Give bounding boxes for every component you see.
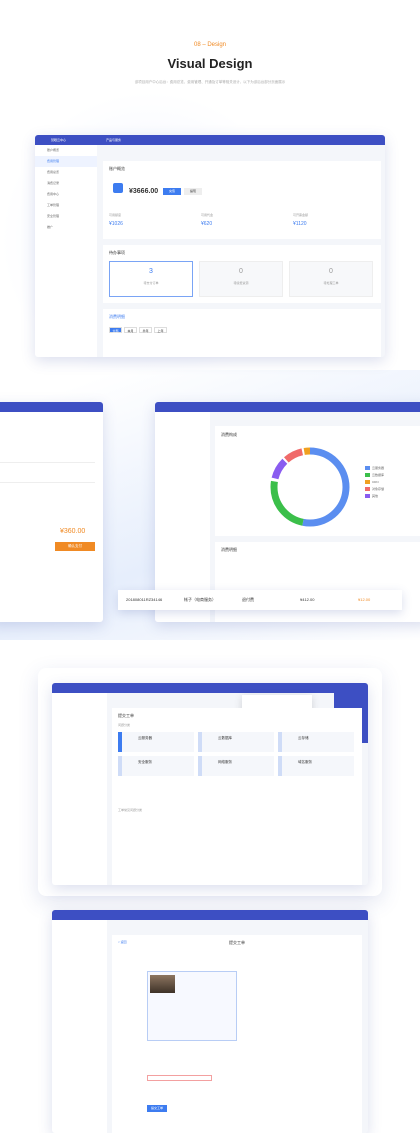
section-title: 账户概览 (109, 166, 125, 171)
donut (270, 447, 350, 527)
todo-label: 待续费资源 (233, 281, 249, 285)
todo-label: 待处理工单 (323, 281, 339, 285)
list-card: 消费明细 (215, 542, 420, 622)
photo (150, 975, 175, 993)
content: < 返回 提交工单 提交工单 (112, 935, 362, 1133)
screen-5: < 返回 提交工单 提交工单 (52, 910, 368, 1133)
todo-box[interactable]: 3 待支付订单 (109, 261, 193, 297)
todo-card: 待办事项 3 待支付订单 0 待续费资源 0 待处理工单 (103, 245, 381, 303)
section-label: 工单常见问题分类 (118, 808, 143, 812)
section-title: 提交工单 (118, 713, 134, 718)
menu-item[interactable]: 工单管理 (47, 203, 60, 207)
input (147, 1075, 212, 1081)
sidebar (155, 412, 210, 622)
category-box[interactable]: 云数据库 (198, 732, 274, 752)
menu-item[interactable]: 费用总览 (47, 170, 60, 174)
subtitle: 该项目用户中心后台：费用总览、费用管理、开通及订单等相关设计，以下为该后台部分页… (134, 80, 286, 84)
account-card: 账户概览 ¥3666.00 充值 提现 可用额度 ¥1026 可用代金 ¥620 可开票… (103, 161, 381, 239)
menu-item[interactable]: 费用中心 (47, 192, 60, 196)
top-bar: 慧眼云中心 产品与服务 (35, 135, 385, 145)
stat-label: 可用额度 (109, 213, 122, 217)
recharge-button[interactable]: 充值 (163, 188, 181, 195)
section-title: 待办事项 (109, 250, 125, 255)
submit-button[interactable]: 提交工单 (147, 1105, 167, 1112)
screen-4: 提交工单 问题分类 云服务器 云数据库 云存储安全服务 网络服务 域名服务 工单常见问题… (52, 683, 368, 885)
category-box[interactable]: 网络服务 (198, 756, 274, 776)
todo-count: 0 (239, 268, 243, 275)
menu-item[interactable]: 消费记录 (47, 181, 60, 185)
section-title: 提交工单 (229, 940, 245, 945)
content: 提交工单 问题分类 云服务器 云数据库 云存储安全服务 网络服务 域名服务 工单常见问题… (112, 708, 362, 885)
floating-row: 201808011RZ34146 帐子（电商服务） 退付费 ¥412.00 ¥12.00 (118, 590, 402, 610)
back-link[interactable]: < 返回 (118, 940, 127, 944)
wallet-icon (113, 183, 123, 193)
todo-count: 3 (149, 268, 153, 275)
legend-item: 对象存储 (365, 487, 384, 491)
top-bar (155, 402, 420, 412)
legend-item: CDN (365, 480, 379, 484)
row-cell: 帐子（电商服务） (184, 597, 216, 602)
brand: 慧眼云中心 (51, 138, 67, 142)
nav: 产品与服务 (106, 138, 122, 142)
top-bar (52, 910, 368, 920)
kicker: 08 – Design (193, 42, 227, 48)
table-line (0, 462, 95, 463)
stat-value: ¥620 (201, 221, 213, 227)
screen-3: 消费构成 云服务器云数据库 CDN 对象存储其他 消费明细 (155, 402, 420, 622)
top-bar (0, 402, 103, 412)
row-cell: ¥12.00 (358, 597, 371, 602)
todo-box[interactable]: 0 待处理工单 (289, 261, 373, 297)
detail-card: 消费明细 全部 本月 半年 上年 (103, 309, 381, 357)
stat-value: ¥1026 (109, 221, 123, 227)
balance: ¥3666.00 (129, 188, 159, 195)
tab[interactable]: 半年 (139, 327, 152, 333)
section-label: 问题分类 (118, 723, 131, 727)
amount: ¥360.00 (60, 528, 86, 535)
sidebar (52, 920, 107, 1133)
section-title: 消费明细 (109, 314, 125, 319)
legend-item: 其他 (365, 494, 378, 498)
menu-item[interactable]: 账户概览 (47, 148, 60, 152)
tab[interactable]: 本月 (124, 327, 137, 333)
menu-item[interactable]: 推广 (47, 225, 54, 229)
menu-item[interactable]: 安全管理 (47, 214, 60, 218)
menu-item[interactable]: 费用管理 (35, 156, 97, 167)
sidebar: 账户概览费用管理费用总览消费记录费用中心工单管理安全管理推广 (35, 145, 97, 357)
category-box[interactable]: 安全服务 (118, 756, 194, 776)
stat-label: 可开票金额 (293, 213, 309, 217)
legend-item: 云服务器 (365, 466, 384, 470)
category-box[interactable]: 域名服务 (278, 756, 354, 776)
tab[interactable]: 上年 (154, 327, 167, 333)
pay-button[interactable]: 确认支付 (55, 542, 95, 551)
section-title: 消费明细 (221, 547, 237, 552)
top-bar (52, 683, 368, 693)
section-title: 消费构成 (221, 432, 237, 437)
category-box[interactable]: 云存储 (278, 732, 354, 752)
title: Visual Design (167, 56, 253, 71)
chart-card: 消费构成 云服务器云数据库 CDN 对象存储其他 (215, 426, 420, 536)
todo-box[interactable]: 0 待续费资源 (199, 261, 283, 297)
screen-1: 慧眼云中心 产品与服务 账户概览 费用管理 费用总览 消费记录 费用中心 工单管理 安全管理推… (35, 135, 385, 357)
table-line (0, 482, 95, 483)
todo-count: 0 (329, 268, 333, 275)
withdraw-button[interactable]: 提现 (184, 188, 202, 195)
row-cell: ¥412.00 (300, 597, 315, 602)
row-cell: 退付费 (242, 597, 254, 602)
screen-2: ¥360.00 确认支付 (0, 402, 103, 622)
todo-label: 待支付订单 (143, 281, 159, 285)
row-cell: 201808011RZ34146 (126, 597, 163, 602)
sidebar (52, 693, 107, 885)
tab[interactable]: 全部 (109, 327, 122, 333)
legend-item: 云数据库 (365, 473, 384, 477)
stat-value: ¥1120 (293, 221, 307, 227)
category-box[interactable]: 云服务器 (118, 732, 194, 752)
stat-label: 可用代金 (201, 213, 214, 217)
